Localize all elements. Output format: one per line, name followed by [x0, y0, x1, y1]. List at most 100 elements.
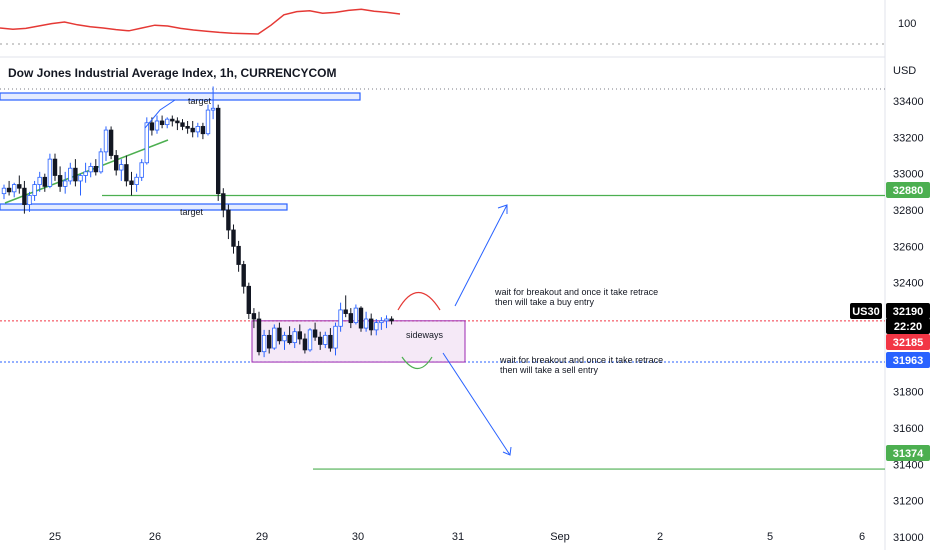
candle-body: [374, 322, 379, 331]
y-tick-label: 31200: [893, 496, 924, 508]
candle-body: [282, 334, 287, 342]
sideways-range-box: [251, 320, 466, 363]
price-badge-label: 32880: [893, 185, 924, 197]
candle-body: [119, 164, 124, 171]
price-badge-label: 31963: [893, 355, 924, 367]
candle-body: [328, 334, 333, 349]
candle-body: [302, 338, 308, 351]
candle-body: [11, 184, 17, 193]
candle-body: [32, 184, 37, 196]
candle-body: [175, 120, 180, 124]
candle-body: [246, 285, 251, 314]
x-tick-label: Sep: [550, 531, 570, 543]
chart-annotation: then will take a buy entry: [495, 297, 595, 307]
buy-arrow-line: [454, 204, 508, 307]
candle-body: [338, 309, 343, 327]
price-badge-bg: [886, 445, 930, 461]
candle-body: [108, 129, 114, 156]
candle-body: [307, 329, 313, 351]
x-tick-label: 2: [657, 531, 663, 543]
candle-body: [63, 180, 68, 187]
price-badge-label: 31374: [893, 448, 924, 460]
candle-body: [389, 318, 394, 322]
candle-body: [42, 176, 47, 187]
y-tick-label: 32400: [893, 278, 924, 290]
chart-annotation: sideways: [406, 330, 444, 340]
y-tick-label: 32800: [893, 205, 924, 217]
candle-body: [266, 334, 272, 349]
chart-annotation: wait for breakout and once it take retra…: [499, 355, 663, 365]
candle-body: [384, 318, 389, 322]
candle-body: [98, 151, 104, 173]
sell-arrow-line: [442, 352, 511, 456]
candle-body: [154, 120, 160, 131]
candle-body: [205, 109, 211, 135]
x-tick-label: 31: [452, 531, 464, 543]
candle-body: [52, 158, 58, 176]
candle-body: [317, 336, 323, 345]
candle-body: [1, 187, 7, 195]
candle-body: [287, 334, 292, 344]
y-tick-label: 31400: [893, 459, 924, 471]
candle-body: [6, 187, 12, 193]
currency-label: USD: [893, 65, 917, 77]
chart-title: Dow Jones Industrial Average Index, 1h, …: [8, 66, 337, 80]
candle-body: [93, 165, 98, 173]
candle-body: [363, 318, 369, 329]
candle-body: [68, 167, 73, 182]
y-tick-label: 33000: [893, 169, 924, 181]
candle-body: [37, 176, 42, 185]
candle-body: [149, 122, 155, 131]
candle-body: [277, 327, 282, 342]
x-tick-label: 29: [256, 531, 268, 543]
candle-body: [129, 180, 134, 185]
candle-body: [195, 126, 200, 133]
price-badge-label: 32185: [893, 337, 924, 349]
x-tick-label: 30: [352, 531, 364, 543]
candle-body: [22, 187, 27, 205]
price-badge-bg: [886, 334, 930, 350]
candle-body: [312, 329, 318, 338]
candle-body: [73, 167, 78, 182]
candle-body: [185, 126, 190, 129]
candle-body: [134, 176, 139, 185]
chart-annotation: wait for breakout and once it take retra…: [494, 287, 658, 297]
x-tick-label: 5: [767, 531, 773, 543]
candle-body: [353, 307, 359, 324]
sell-arrowhead: [502, 446, 512, 456]
candle-body: [139, 162, 144, 178]
candle-body: [221, 193, 226, 211]
candle-body: [261, 334, 267, 353]
price-badge-bg: [886, 318, 930, 334]
candle-body: [144, 122, 149, 164]
candle-body: [88, 165, 93, 173]
price-badge-bg: [886, 352, 930, 368]
candle-body: [47, 158, 53, 187]
chart-annotation: target: [188, 96, 212, 106]
indicator-level-label: 100: [898, 18, 917, 30]
candle-body: [241, 264, 246, 287]
candle-body: [368, 318, 374, 331]
y-tick-label: 33400: [893, 96, 924, 108]
candle-body: [78, 175, 83, 182]
buy-arrowhead: [497, 204, 508, 214]
candle-body: [215, 107, 221, 195]
price-badge-bg: [886, 303, 930, 319]
candle-body: [159, 120, 165, 126]
candle-body: [323, 334, 328, 345]
candle-body: [348, 313, 353, 324]
price-badge-label: 22:20: [894, 321, 922, 333]
y-tick-label: 31600: [893, 423, 924, 435]
symbol-badge-label: US30: [852, 306, 880, 318]
candle-body: [200, 126, 206, 135]
price-badge-bg: [886, 182, 930, 198]
candle-body: [17, 184, 22, 189]
candle-body: [236, 245, 241, 265]
target-zone-lower: [0, 203, 288, 211]
candle-body: [57, 175, 63, 187]
y-tick-label: 32600: [893, 241, 924, 253]
breakout-up-curve: [397, 292, 441, 311]
candle-body: [164, 118, 170, 126]
